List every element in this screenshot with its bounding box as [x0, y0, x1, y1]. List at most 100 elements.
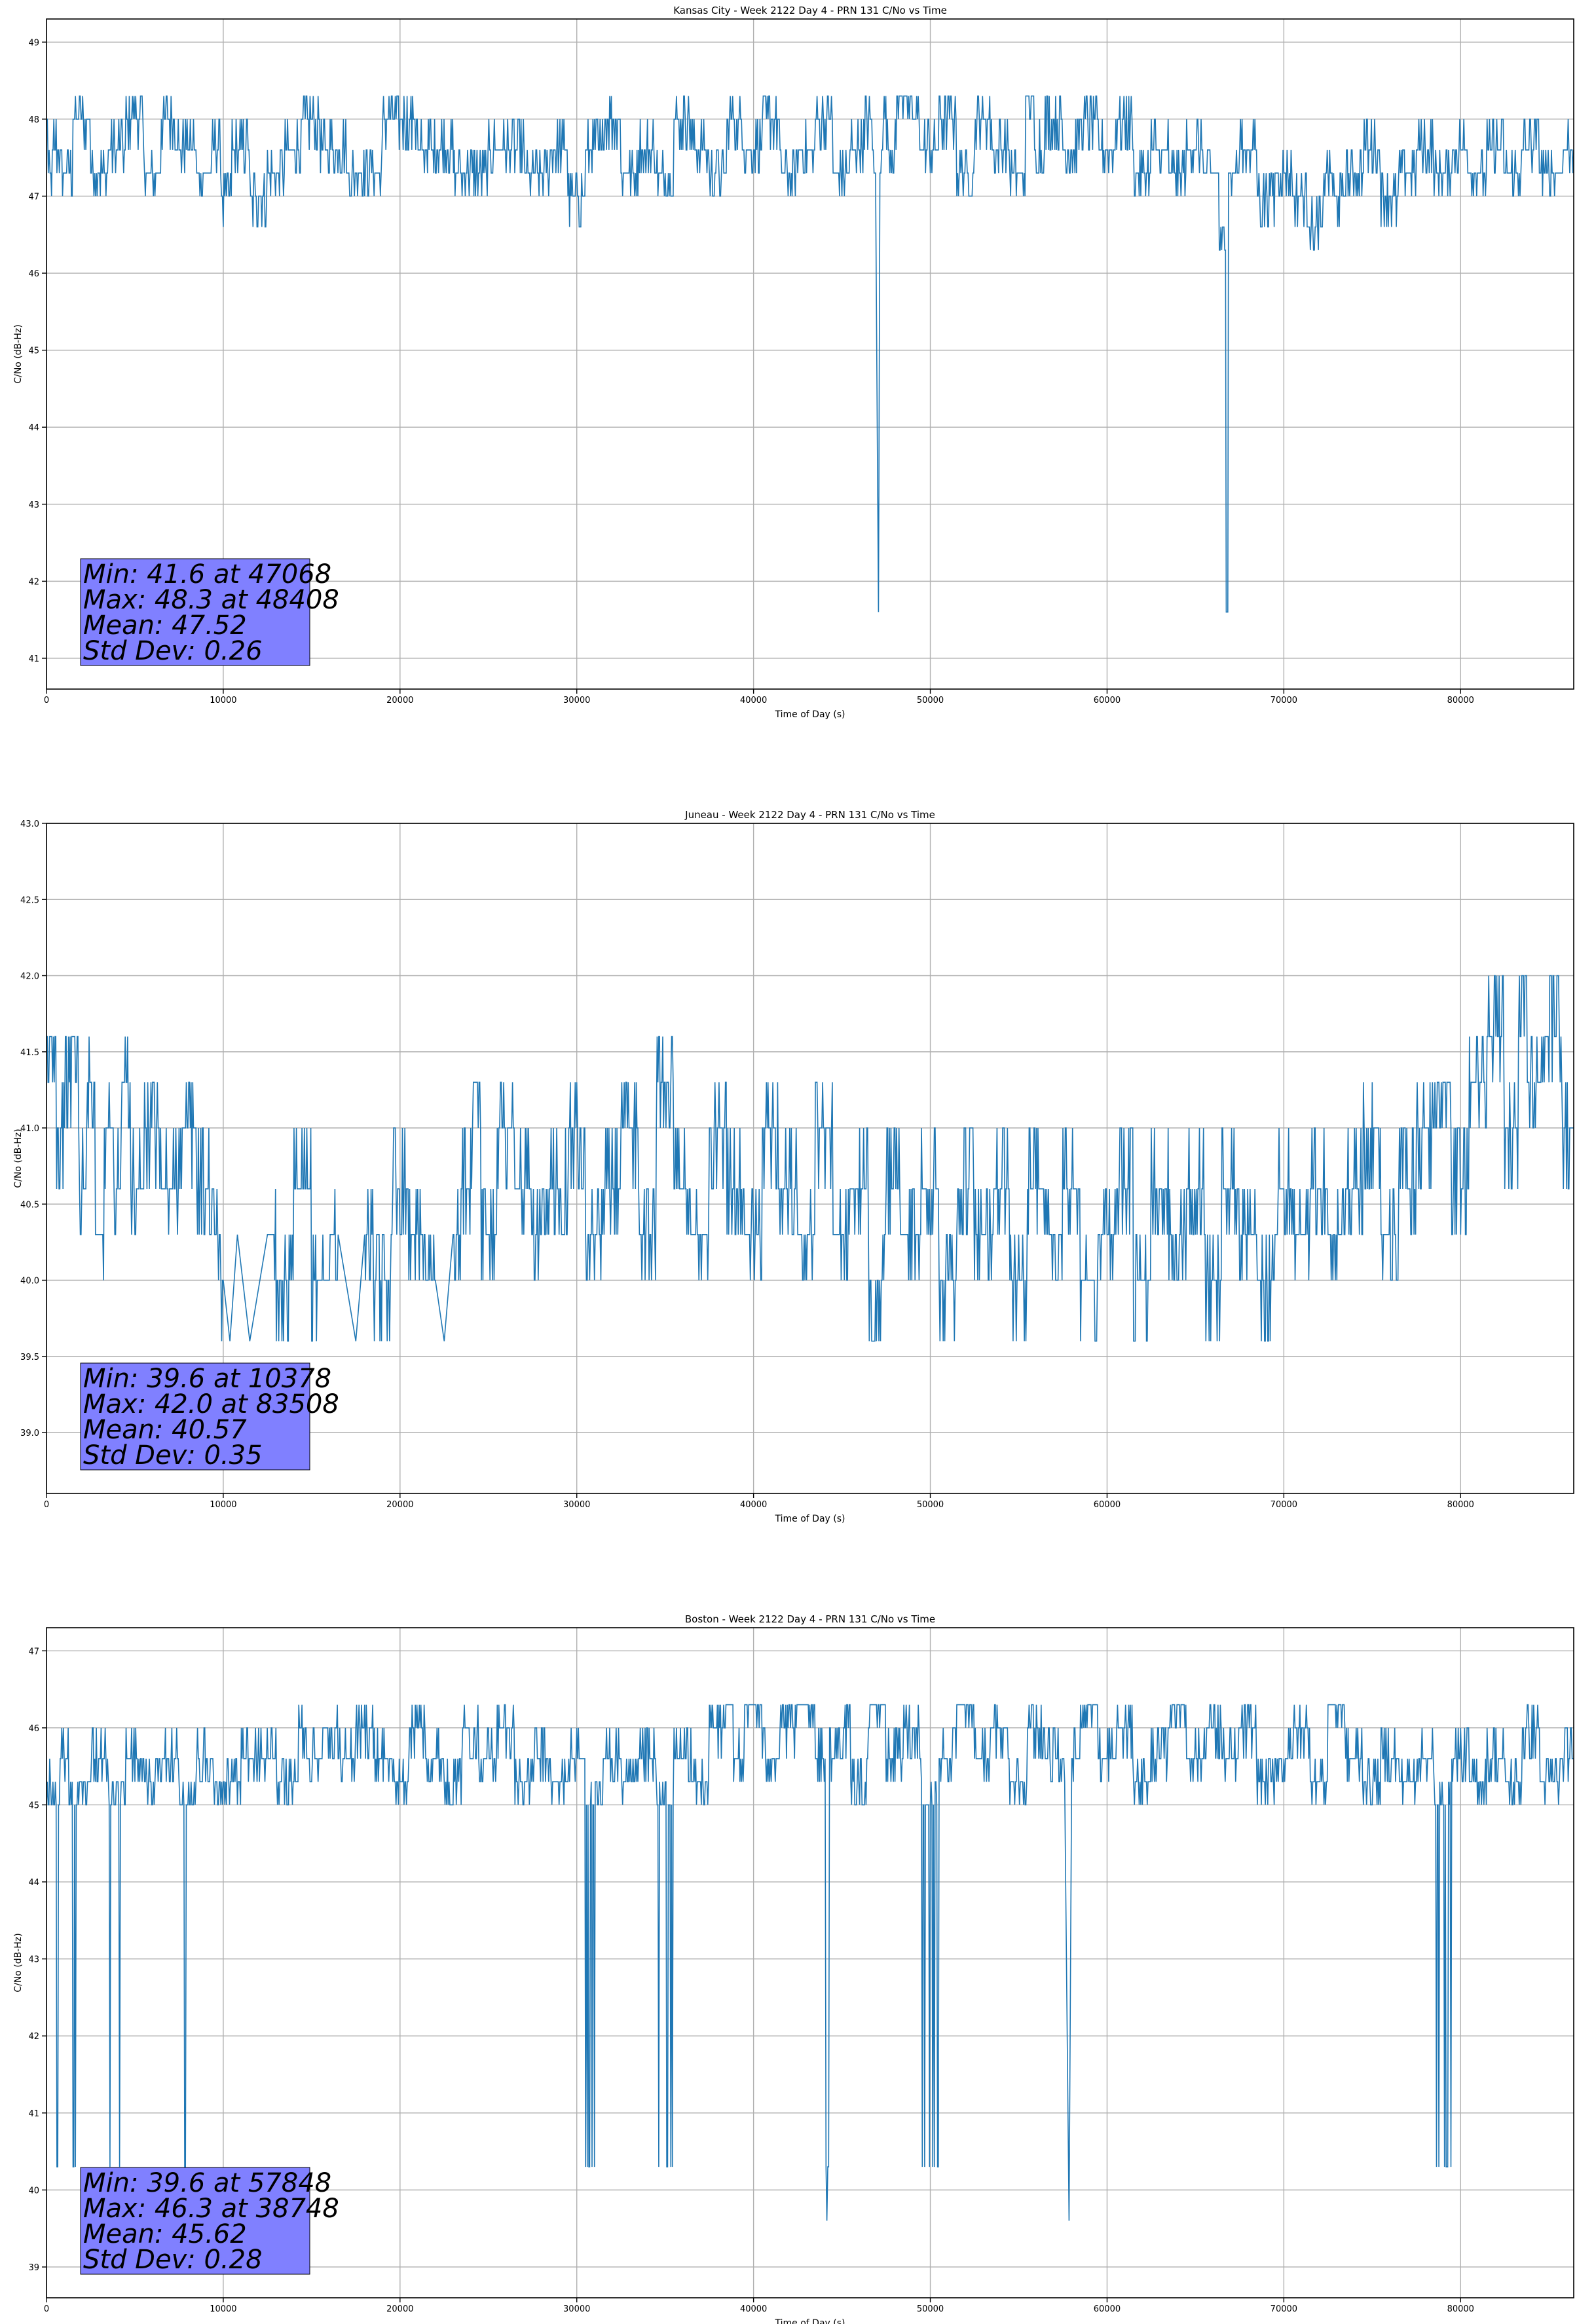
- chart-panel-kansas-city: Kansas City - Week 2122 Day 4 - PRN 131 …: [13, 5, 1574, 720]
- y-axis-label: C/No (dB-Hz): [13, 324, 24, 383]
- stats-max: Max: 48.3 at 48408: [83, 585, 339, 615]
- x-tick-label: 0: [44, 696, 49, 705]
- y-axis-label: C/No (dB-Hz): [13, 1129, 24, 1188]
- y-tick-label: 39: [28, 2263, 39, 2273]
- x-tick-label: 60000: [1094, 2304, 1121, 2314]
- x-tick-label: 80000: [1447, 696, 1474, 705]
- x-axis-label: Time of Day (s): [775, 2318, 845, 2324]
- y-tick-label: 44: [28, 1878, 39, 1888]
- series-trace: [46, 95, 1574, 613]
- y-tick-label: 45: [28, 1801, 39, 1810]
- series-trace: [46, 975, 1574, 1342]
- chart-panel-juneau: Juneau - Week 2122 Day 4 - PRN 131 C/No …: [13, 809, 1574, 1524]
- y-tick-label: 43: [28, 1955, 39, 1965]
- y-tick-label: 45: [28, 347, 39, 356]
- stats-box-background: [80, 2167, 310, 2275]
- plot-frame: [46, 18, 1574, 690]
- x-tick-label: 60000: [1094, 1500, 1121, 1510]
- y-tick-label: 41: [28, 2109, 39, 2119]
- y-tick-label: 44: [28, 423, 39, 433]
- y-tick-label: 43: [28, 500, 39, 510]
- stats-mean: Mean: 47.52: [83, 610, 247, 641]
- series-trace: [46, 1704, 1574, 2221]
- y-tick-label: 46: [28, 1724, 39, 1734]
- x-tick-label: 0: [44, 2304, 49, 2314]
- x-tick-label: 70000: [1271, 1500, 1297, 1510]
- chart-title: Kansas City - Week 2122 Day 4 - PRN 131 …: [673, 5, 947, 16]
- stats-min: Min: 39.6 at 57848: [83, 2168, 331, 2198]
- x-axis-label: Time of Day (s): [775, 709, 845, 720]
- y-tick-label: 49: [28, 38, 39, 48]
- x-tick-label: 50000: [917, 696, 944, 705]
- series-line: [46, 975, 1574, 1342]
- y-tick-label: 42.5: [20, 895, 39, 905]
- x-tick-label: 70000: [1271, 2304, 1297, 2314]
- series-line: [46, 95, 1574, 613]
- x-tick-label: 50000: [917, 2304, 944, 2314]
- y-tick-label: 46: [28, 269, 39, 279]
- x-tick-label: 80000: [1447, 2304, 1474, 2314]
- y-tick-label: 48: [28, 115, 39, 125]
- x-tick-label: 40000: [740, 696, 767, 705]
- stats-min: Min: 41.6 at 47068: [83, 559, 331, 590]
- stats-max: Max: 42.0 at 83508: [83, 1389, 339, 1419]
- x-axis-ticks: 0 10000 20000 30000 40000 50000 60000 70000 8000…: [44, 1493, 1474, 1510]
- chart-panel-boston: Boston - Week 2122 Day 4 - PRN 131 C/No …: [13, 1613, 1574, 2324]
- x-tick-label: 20000: [386, 1500, 413, 1510]
- plot-frame: [46, 1627, 1574, 2298]
- y-tick-label: 42: [28, 2032, 39, 2042]
- y-tick-label: 39.5: [20, 1353, 39, 1362]
- stats-max: Max: 46.3 at 38748: [83, 2194, 339, 2224]
- x-tick-label: 20000: [386, 2304, 413, 2314]
- x-axis-ticks: 0 10000 20000 30000 40000 50000 60000 70000 8000…: [44, 689, 1474, 705]
- y-tick-label: 41.0: [20, 1124, 39, 1134]
- stats-box: Min: 41.6 at 47068 Max: 48.3 at 48408 Me…: [80, 558, 339, 666]
- y-tick-label: 42.0: [20, 972, 39, 982]
- y-tick-label: 43.0: [20, 819, 39, 829]
- x-tick-label: 30000: [563, 1500, 590, 1510]
- plot-frame: [46, 823, 1574, 1494]
- y-tick-label: 40.5: [20, 1200, 39, 1210]
- y-tick-label: 41.5: [20, 1048, 39, 1058]
- stats-min: Min: 39.6 at 10378: [83, 1364, 331, 1394]
- x-tick-label: 0: [44, 1500, 49, 1510]
- x-axis-label: Time of Day (s): [775, 1514, 845, 1524]
- x-tick-label: 40000: [740, 2304, 767, 2314]
- y-tick-label: 47: [28, 192, 39, 202]
- stats-mean: Mean: 40.57: [83, 1415, 247, 1445]
- x-tick-label: 80000: [1447, 1500, 1474, 1510]
- x-tick-label: 20000: [386, 696, 413, 705]
- chart-title: Boston - Week 2122 Day 4 - PRN 131 C/No …: [685, 1613, 935, 1625]
- stats-box: Min: 39.6 at 10378 Max: 42.0 at 83508 Me…: [80, 1362, 339, 1471]
- stats-std-dev: Std Dev: 0.28: [83, 2245, 263, 2275]
- x-tick-label: 10000: [210, 1500, 236, 1510]
- stats-box-background: [80, 1362, 310, 1471]
- stats-box: Min: 39.6 at 57848 Max: 46.3 at 38748 Me…: [80, 2167, 339, 2275]
- stats-mean: Mean: 45.62: [83, 2219, 247, 2249]
- y-axis-ticks: 41 42 43 44 45 46 47 48 49: [28, 38, 46, 664]
- x-tick-label: 50000: [917, 1500, 944, 1510]
- x-tick-label: 30000: [563, 696, 590, 705]
- y-tick-label: 39.0: [20, 1429, 39, 1438]
- y-axis-ticks: 39.0 39.5 40.0 40.5 41.0 41.5 42.0 42.5 43.0: [20, 819, 46, 1438]
- y-tick-label: 41: [28, 654, 39, 664]
- x-axis-ticks: 0 10000 20000 30000 40000 50000 60000 70000 8000…: [44, 2298, 1474, 2314]
- stats-std-dev: Std Dev: 0.26: [83, 636, 263, 666]
- x-tick-label: 60000: [1094, 696, 1121, 705]
- y-axis-ticks: 39 40 41 42 43 44 45 46 47: [28, 1647, 46, 2273]
- y-tick-label: 47: [28, 1647, 39, 1657]
- x-tick-label: 40000: [740, 1500, 767, 1510]
- chart-title: Juneau - Week 2122 Day 4 - PRN 131 C/No …: [684, 809, 935, 821]
- y-tick-label: 42: [28, 577, 39, 587]
- x-tick-label: 10000: [210, 2304, 236, 2314]
- y-tick-label: 40.0: [20, 1277, 39, 1286]
- x-tick-label: 10000: [210, 696, 236, 705]
- x-tick-label: 30000: [563, 2304, 590, 2314]
- y-tick-label: 40: [28, 2186, 39, 2196]
- series-line: [46, 1704, 1574, 2221]
- stats-std-dev: Std Dev: 0.35: [83, 1440, 263, 1471]
- y-axis-label: C/No (dB-Hz): [13, 1933, 24, 1992]
- x-tick-label: 70000: [1271, 696, 1297, 705]
